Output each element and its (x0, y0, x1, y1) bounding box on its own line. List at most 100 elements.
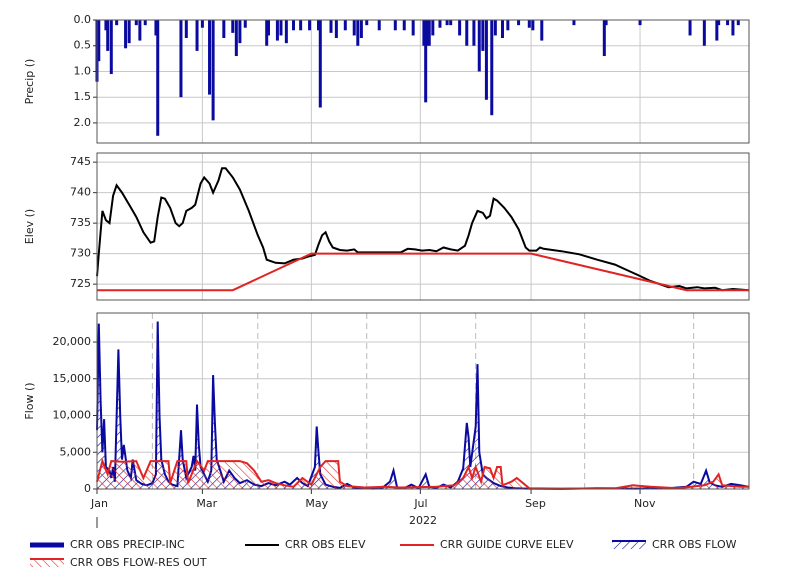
bar (540, 20, 544, 41)
bar (329, 20, 333, 33)
y-tick-label: 0.0 (74, 13, 92, 26)
y-tick-label: 0.5 (74, 39, 92, 52)
bar (517, 20, 521, 26)
x-tick-label: May (305, 497, 328, 510)
bar (427, 20, 431, 46)
bar (731, 20, 735, 36)
bar (736, 20, 740, 26)
bar (702, 20, 706, 46)
bar (726, 20, 730, 26)
bar (438, 20, 442, 28)
bar (465, 20, 469, 46)
bar (393, 20, 397, 31)
legend-label: CRR OBS FLOW-RES OUT (70, 556, 207, 569)
bar (238, 20, 242, 44)
bar (602, 20, 606, 57)
bar (365, 20, 369, 26)
bar (638, 20, 642, 26)
bar (265, 20, 269, 46)
y-tick-label: 15,000 (53, 372, 92, 385)
y-tick-label: 730 (70, 247, 91, 260)
y-tick-label: 1.5 (74, 90, 92, 103)
bar (156, 20, 160, 136)
bar (124, 20, 128, 49)
bar (184, 20, 188, 39)
y-tick-label: 725 (70, 277, 91, 290)
bar (211, 20, 215, 121)
bar (134, 20, 138, 26)
bar (490, 20, 494, 116)
y-tick-label: 2.0 (74, 116, 92, 129)
bar (356, 20, 360, 46)
y-axis-label: Elev () (23, 209, 36, 244)
plot-border (96, 152, 750, 301)
area-fill (97, 461, 749, 489)
bar (377, 20, 381, 31)
y-tick-label: 5,000 (60, 445, 92, 458)
bar (208, 20, 212, 95)
bar (109, 20, 113, 75)
x-tick-label: Jul (413, 497, 427, 510)
bar (234, 20, 238, 57)
bar (402, 20, 406, 31)
bar (334, 20, 338, 39)
bar (317, 20, 321, 31)
bar (243, 20, 247, 28)
bar (231, 20, 235, 33)
bar (97, 20, 101, 62)
bar (284, 20, 288, 44)
legend-label: CRR OBS PRECIP-INC (70, 538, 185, 551)
x-tick-label: Sep (525, 497, 546, 510)
bar (493, 20, 497, 36)
bar (352, 20, 356, 36)
line (96, 167, 750, 292)
y-tick-label: 10,000 (53, 409, 92, 422)
plot-border (96, 19, 750, 144)
bar (445, 20, 449, 26)
bar (143, 20, 147, 26)
y-tick-label: 745 (70, 155, 91, 168)
bar (299, 20, 303, 31)
bar (477, 20, 481, 72)
bar (500, 20, 504, 39)
bar (115, 20, 119, 26)
bar (359, 20, 363, 39)
bar (318, 20, 322, 108)
bar (527, 20, 531, 28)
bar (127, 20, 131, 44)
bar (104, 20, 108, 31)
legend-label: CRR OBS ELEV (285, 538, 366, 551)
y-tick-label: 1.0 (74, 64, 92, 77)
legend-label: CRR OBS FLOW (652, 538, 737, 551)
bar (308, 20, 312, 31)
y-tick-label: 0 (84, 482, 91, 495)
legend-swatch (612, 541, 646, 549)
y-axis-label: Flow () (23, 382, 36, 419)
bar (275, 20, 279, 41)
bar (411, 20, 415, 36)
bar (531, 20, 535, 31)
bar (179, 20, 183, 98)
line (97, 252, 749, 292)
x-tick-label: Nov (634, 497, 656, 510)
plot-border (96, 312, 750, 490)
bar (195, 20, 199, 51)
x-tick-label: Mar (196, 497, 217, 510)
bar (458, 20, 462, 36)
bar (291, 20, 295, 31)
bar (138, 20, 142, 41)
bar (572, 20, 576, 26)
bar (472, 20, 476, 46)
bar (424, 20, 428, 103)
bar (154, 20, 158, 36)
bar (506, 20, 510, 31)
y-axis-label: Precip () (23, 59, 36, 105)
bar (106, 20, 110, 51)
y-tick-label: 735 (70, 216, 91, 229)
bar (715, 20, 719, 41)
y-tick-label: 20,000 (53, 335, 92, 348)
x-axis-label: 2022 (409, 514, 437, 527)
bar (484, 20, 488, 100)
